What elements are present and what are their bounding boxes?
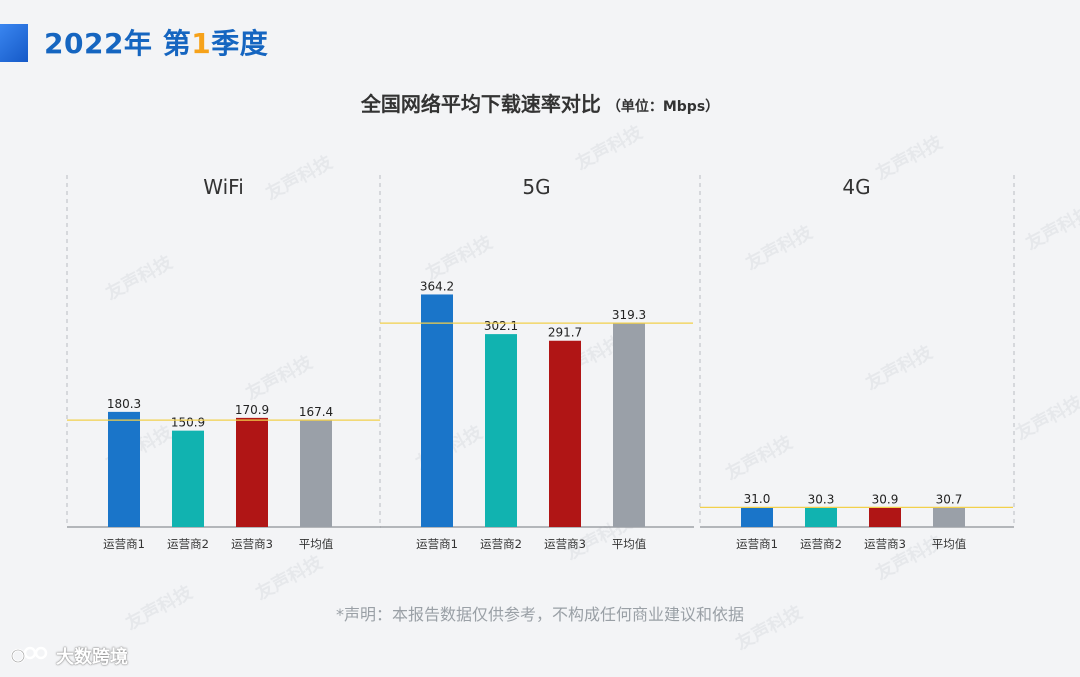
watermark-text-12: 友声科技 (722, 431, 797, 485)
watermark-text-13: 友声科技 (1012, 391, 1080, 445)
panel-label-5g: 5G (522, 175, 550, 199)
bar-5g-2 (485, 334, 517, 527)
value-label-5g-1: 364.2 (420, 279, 454, 293)
bar-4g-4 (933, 507, 965, 527)
watermark-text-4: 友声科技 (422, 231, 497, 285)
chart-title-main: 全国网络平均下载速率对比 (360, 92, 601, 116)
bar-wifi-2 (172, 430, 204, 527)
category-label-5g-4: 平均值 (612, 537, 647, 551)
bar-5g-3 (549, 340, 581, 527)
category-label-wifi-4: 平均值 (299, 537, 334, 551)
disclaimer: *声明：本报告数据仅供参考，不构成任何商业建议和依据 (335, 605, 744, 624)
heading-prefix: 第 (162, 27, 192, 60)
value-label-wifi-1: 180.3 (107, 397, 141, 411)
panel-label-wifi: WiFi (203, 175, 244, 199)
bar-5g-4 (613, 323, 645, 527)
footer-brand: 大数跨境 (56, 647, 128, 668)
heading-quarter: 1 (191, 27, 212, 60)
value-label-wifi-3: 170.9 (235, 403, 269, 417)
category-label-5g-3: 运营商3 (544, 537, 586, 551)
page-heading: 2022年 第1季度 (44, 24, 268, 64)
bar-4g-3 (869, 507, 901, 527)
watermark-text-7: 友声科技 (242, 351, 317, 405)
bar-wifi-1 (108, 411, 140, 527)
bar-wifi-4 (300, 420, 332, 527)
footer-logo: 大数跨境 (10, 641, 128, 671)
bar-4g-2 (805, 507, 837, 527)
watermark-text-14: 友声科技 (252, 551, 327, 605)
watermark-text-0: 友声科技 (262, 151, 337, 205)
value-label-5g-2: 302.1 (484, 319, 518, 333)
category-label-4g-4: 平均值 (932, 537, 967, 551)
chart-area: WiFi 180.3 运营商1 150.9 运营商2 170.9 运营商3 167.4 平均值 5… (66, 175, 1015, 551)
bar-5g-1 (421, 294, 453, 527)
value-label-4g-4: 30.7 (936, 492, 963, 506)
value-label-wifi-2: 150.9 (171, 416, 205, 430)
watermark-text-6: 友声科技 (1022, 201, 1080, 255)
panel-label-4g: 4G (842, 175, 870, 199)
chart-title: 全国网络平均下载速率对比 （单位：Mbps） (0, 88, 1080, 123)
category-label-wifi-1: 运营商1 (103, 537, 145, 551)
chart-title-unit: （单位：Mbps） (606, 99, 720, 115)
category-label-wifi-3: 运营商3 (231, 537, 273, 551)
heading-suffix: 季度 (211, 27, 269, 60)
accent-block (0, 24, 28, 62)
category-label-4g-2: 运营商2 (800, 537, 842, 551)
value-label-4g-1: 31.0 (744, 492, 771, 506)
brand-logo-icon (10, 643, 50, 669)
watermark-text-9: 友声科技 (862, 341, 937, 395)
watermark-text-3: 友声科技 (102, 251, 177, 305)
category-label-4g-3: 运营商3 (864, 537, 906, 551)
value-label-4g-3: 30.9 (872, 492, 899, 506)
watermark-text-2: 友声科技 (872, 131, 947, 185)
bar-4g-1 (741, 507, 773, 527)
watermark-text-1: 友声科技 (572, 121, 647, 175)
value-label-4g-2: 30.3 (808, 493, 835, 507)
heading-year: 2022年 (44, 27, 153, 60)
value-label-wifi-4: 167.4 (299, 405, 333, 419)
value-label-5g-3: 291.7 (548, 326, 582, 340)
value-label-5g-4: 319.3 (612, 308, 646, 322)
category-label-5g-2: 运营商2 (480, 537, 522, 551)
category-label-4g-1: 运营商1 (736, 537, 778, 551)
category-label-wifi-2: 运营商2 (167, 537, 209, 551)
watermark-text-5: 友声科技 (742, 221, 817, 275)
bar-wifi-3 (236, 417, 268, 527)
category-label-5g-1: 运营商1 (416, 537, 458, 551)
